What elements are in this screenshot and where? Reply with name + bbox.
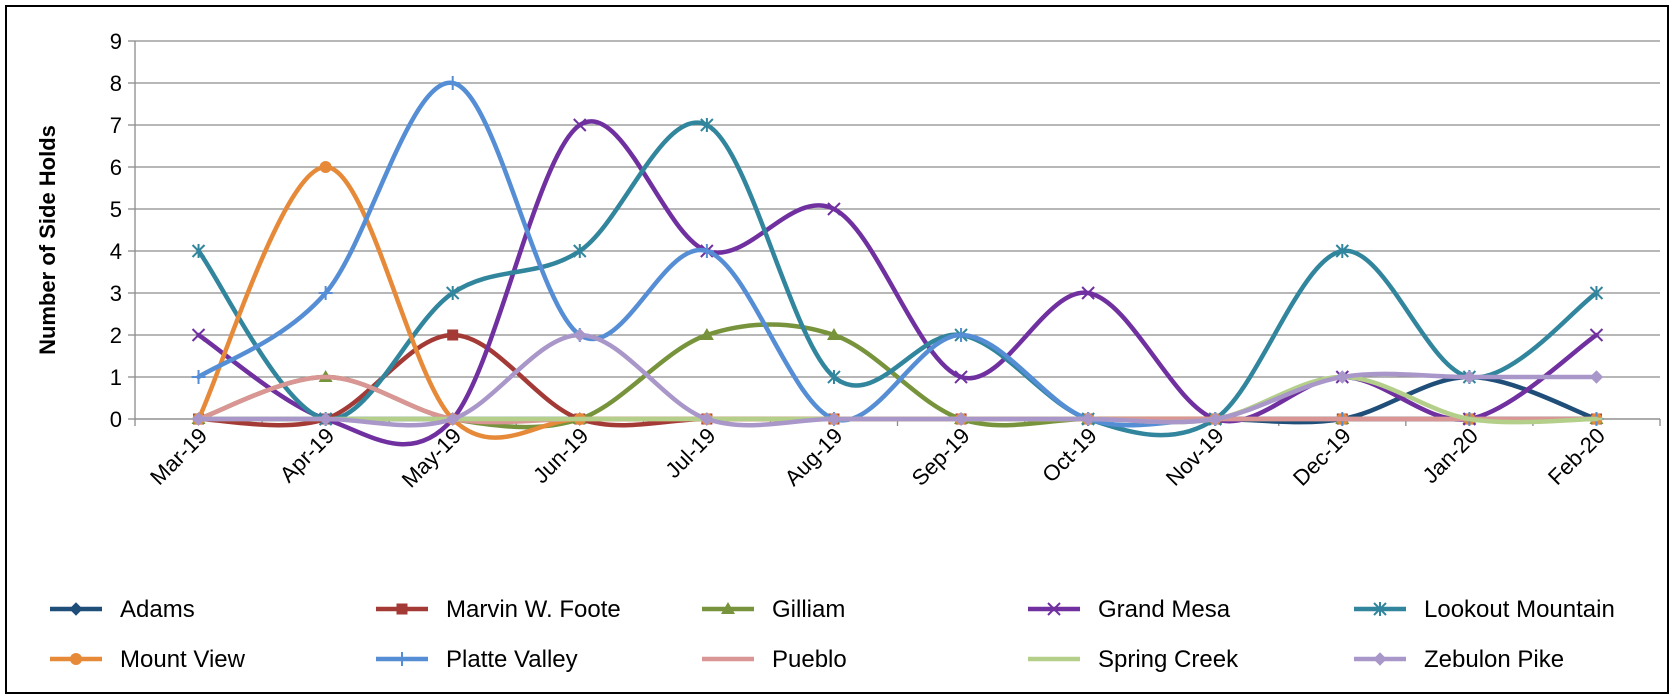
data-point-zebulon-pike-11 bbox=[1589, 370, 1604, 384]
data-point-platte-valley-1 bbox=[318, 286, 333, 300]
x-tick-label: Jan-20 bbox=[1418, 423, 1483, 488]
y-tick-label: 1 bbox=[110, 365, 122, 390]
y-tick-label: 3 bbox=[110, 281, 122, 306]
series-zebulon-pike bbox=[191, 328, 1604, 428]
legend-marker bbox=[1373, 652, 1387, 666]
data-point-zebulon-pike-5 bbox=[827, 412, 841, 426]
y-axis: 0 1 2 3 4 5 6 7 8 9 bbox=[110, 29, 136, 432]
series-group bbox=[191, 76, 1604, 447]
y-tick-label: 0 bbox=[110, 407, 122, 432]
legend-marker bbox=[395, 652, 409, 666]
data-point-zebulon-pike-8 bbox=[1208, 412, 1222, 426]
data-point-grand-mesa-11 bbox=[1589, 328, 1604, 342]
y-tick-label: 7 bbox=[110, 113, 122, 138]
x-tick-label: Jul-19 bbox=[660, 423, 720, 483]
data-point-gilliam-5 bbox=[826, 328, 841, 340]
data-point-mount-view-1 bbox=[319, 161, 332, 173]
y-tick-label: 9 bbox=[110, 29, 122, 54]
legend-item-gilliam: Gilliam bbox=[702, 596, 845, 623]
data-point-lookout-mountain-4 bbox=[700, 118, 714, 132]
data-point-marvin-w-foote-2 bbox=[447, 329, 459, 341]
x-tick-label: Oct-19 bbox=[1037, 423, 1101, 487]
data-point-lookout-mountain-2 bbox=[446, 286, 460, 300]
legend-marker bbox=[70, 653, 82, 665]
legend-item-adams: Adams bbox=[50, 596, 195, 623]
legend-item-pueblo: Pueblo bbox=[702, 646, 847, 673]
data-point-lookout-mountain-0 bbox=[191, 244, 206, 258]
data-point-grand-mesa-6 bbox=[954, 370, 968, 384]
legend-label: Grand Mesa bbox=[1098, 596, 1231, 623]
legend-label: Spring Creek bbox=[1098, 646, 1239, 673]
x-tick-label: Dec-19 bbox=[1288, 423, 1356, 491]
data-point-zebulon-pike-1 bbox=[318, 412, 333, 426]
series-grand-mesa bbox=[191, 118, 1604, 447]
data-point-zebulon-pike-6 bbox=[954, 412, 968, 426]
data-point-grand-mesa-5 bbox=[827, 202, 841, 216]
x-tick-label: Aug-19 bbox=[780, 423, 848, 491]
legend-marker bbox=[1047, 602, 1061, 616]
data-point-platte-valley-4 bbox=[699, 244, 714, 258]
legend-marker bbox=[1373, 602, 1387, 616]
x-tick-label: Apr-19 bbox=[275, 423, 339, 487]
legend-marker bbox=[396, 603, 408, 615]
x-tick-label: Jun-19 bbox=[528, 423, 593, 488]
data-point-grand-mesa-7 bbox=[1081, 286, 1095, 300]
chart-frame bbox=[5, 5, 1669, 694]
data-point-zebulon-pike-2 bbox=[446, 412, 460, 426]
legend-label: Marvin W. Foote bbox=[446, 596, 621, 623]
data-point-zebulon-pike-4 bbox=[700, 412, 714, 426]
legend-label: Lookout Mountain bbox=[1424, 596, 1615, 623]
y-tick-label: 5 bbox=[110, 197, 122, 222]
x-tick-label: Mar-19 bbox=[145, 423, 212, 490]
series-line-lookout-mountain bbox=[196, 120, 1599, 438]
legend-item-platte-valley: Platte Valley bbox=[376, 646, 578, 673]
legend-item-mount-view: Mount View bbox=[50, 646, 246, 673]
legend-label: Mount View bbox=[120, 646, 246, 673]
data-point-zebulon-pike-10 bbox=[1462, 370, 1477, 384]
y-tick-label: 2 bbox=[110, 323, 122, 348]
data-point-grand-mesa-3 bbox=[573, 118, 587, 132]
legend-item-spring-creek: Spring Creek bbox=[1028, 646, 1239, 673]
x-tick-label: Feb-20 bbox=[1543, 423, 1610, 490]
y-tick-label: 8 bbox=[110, 71, 122, 96]
data-point-zebulon-pike-7 bbox=[1081, 412, 1095, 426]
series-line-mount-view bbox=[196, 164, 1599, 440]
y-tick-label: 4 bbox=[110, 239, 122, 264]
data-point-platte-valley-0 bbox=[191, 370, 206, 384]
legend-label: Adams bbox=[120, 596, 195, 623]
data-point-grand-mesa-0 bbox=[191, 328, 206, 342]
legend-item-grand-mesa: Grand Mesa bbox=[1028, 596, 1231, 623]
data-point-lookout-mountain-9 bbox=[1335, 244, 1349, 258]
legend-label: Pueblo bbox=[772, 646, 847, 673]
legend-label: Platte Valley bbox=[446, 646, 578, 673]
x-tick-label: Sep-19 bbox=[907, 423, 975, 491]
legend-item-marvin-w-foote: Marvin W. Foote bbox=[376, 596, 621, 623]
data-point-zebulon-pike-9 bbox=[1335, 370, 1349, 384]
y-axis-title: Number of Side Holds bbox=[35, 125, 60, 355]
legend-label: Zebulon Pike bbox=[1424, 646, 1564, 673]
data-point-lookout-mountain-11 bbox=[1589, 286, 1604, 300]
legend-item-lookout-mountain: Lookout Mountain bbox=[1354, 596, 1615, 623]
legend-item-zebulon-pike: Zebulon Pike bbox=[1354, 646, 1564, 673]
legend-marker bbox=[69, 602, 83, 616]
data-point-gilliam-4 bbox=[699, 328, 714, 340]
legend: Adams Marvin W. Foote Gilliam Grand Mesa Loo… bbox=[50, 596, 1615, 673]
y-tick-label: 6 bbox=[110, 155, 122, 180]
data-point-lookout-mountain-3 bbox=[573, 244, 587, 258]
legend-marker bbox=[721, 602, 735, 614]
x-axis: Mar-19 Apr-19 May-19 Jun-19 Jul-19 Aug-19 Sep-… bbox=[134, 418, 1661, 493]
data-point-zebulon-pike-3 bbox=[573, 328, 587, 342]
series-line-zebulon-pike bbox=[196, 332, 1599, 428]
data-point-lookout-mountain-5 bbox=[827, 370, 841, 384]
legend-label: Gilliam bbox=[772, 596, 845, 623]
data-point-platte-valley-2 bbox=[445, 76, 460, 90]
data-point-platte-valley-6 bbox=[954, 328, 969, 342]
x-tick-label: May-19 bbox=[397, 423, 467, 493]
data-point-zebulon-pike-0 bbox=[191, 412, 206, 426]
